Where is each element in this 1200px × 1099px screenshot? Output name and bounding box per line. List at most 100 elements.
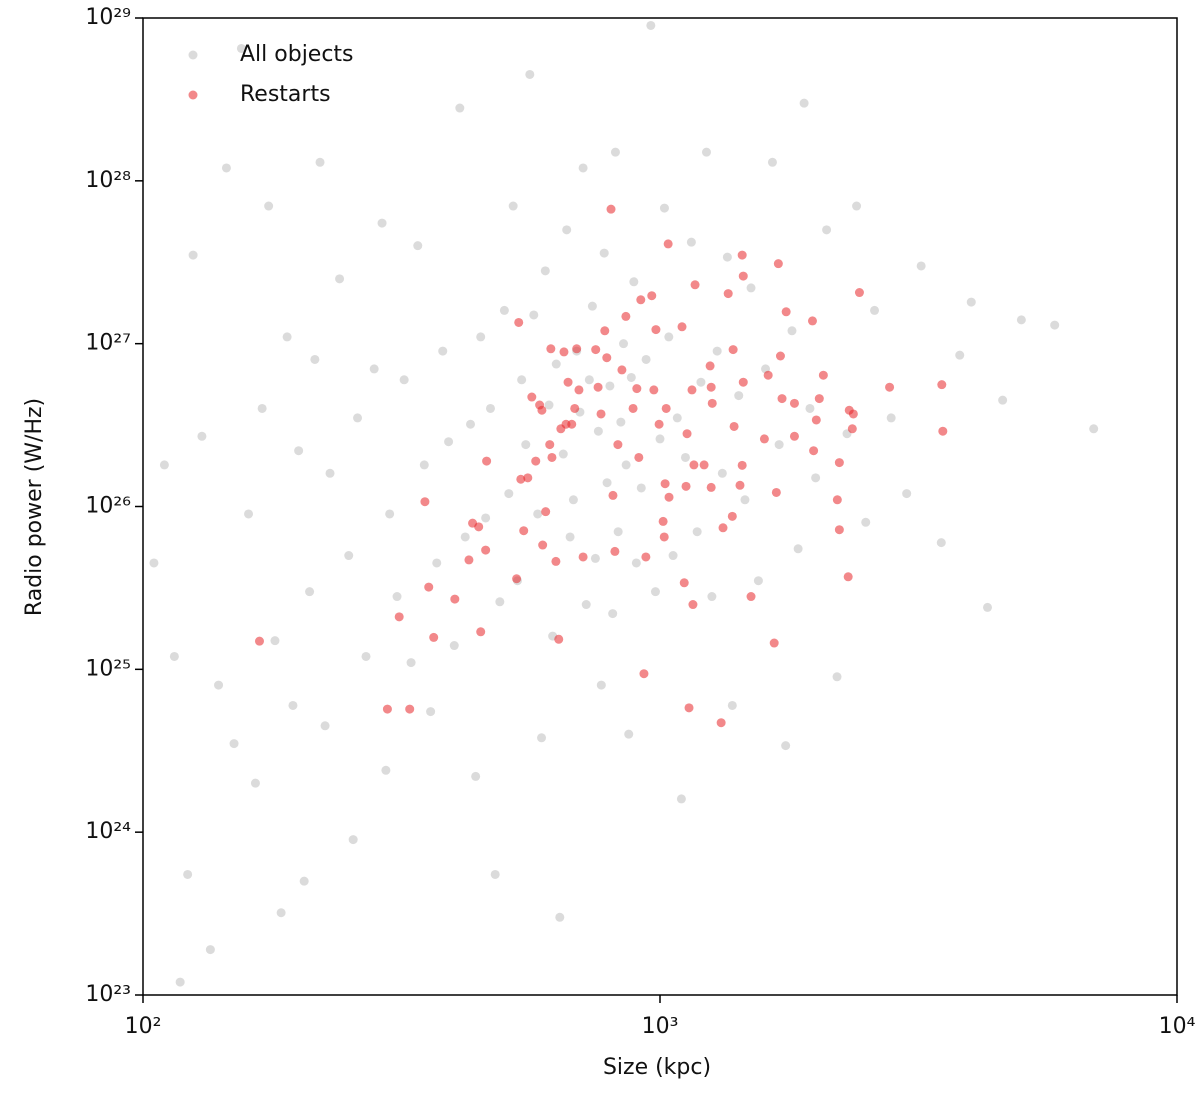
point (610, 147, 620, 157)
point (885, 382, 895, 392)
point (686, 237, 696, 247)
point (606, 204, 616, 214)
point (738, 271, 748, 281)
point (814, 394, 824, 404)
point (753, 576, 763, 586)
point (315, 157, 325, 167)
point (699, 460, 709, 470)
point (236, 43, 246, 53)
point (655, 434, 665, 444)
point (610, 546, 620, 556)
point (628, 403, 638, 413)
point (998, 395, 1008, 405)
point (822, 225, 832, 235)
point (438, 346, 448, 356)
point (320, 721, 330, 731)
point (613, 440, 623, 450)
y-tick-label: 10²⁶ (85, 494, 131, 519)
point (424, 582, 434, 592)
point (519, 526, 529, 536)
point (722, 252, 732, 262)
point (1016, 315, 1026, 325)
point (696, 377, 706, 387)
point (499, 305, 509, 315)
point (485, 403, 495, 413)
point (504, 489, 514, 499)
point (512, 574, 522, 584)
point (599, 248, 609, 258)
point (310, 354, 320, 364)
point (392, 592, 402, 602)
legend-marker (188, 50, 198, 60)
point (335, 274, 345, 284)
point (746, 283, 756, 293)
point (419, 460, 429, 470)
point (394, 612, 404, 622)
point (490, 869, 500, 879)
point (244, 509, 254, 519)
point (529, 310, 539, 320)
point (716, 718, 726, 728)
point (647, 291, 657, 301)
point (559, 347, 569, 357)
point (659, 203, 669, 213)
point (525, 69, 535, 79)
x-axis-label: Size (kpc) (603, 1055, 711, 1080)
point (455, 103, 465, 113)
point (613, 527, 623, 537)
point (353, 413, 363, 423)
point (689, 460, 699, 470)
point (466, 419, 476, 429)
point (578, 163, 588, 173)
point (584, 375, 594, 385)
point (276, 908, 286, 918)
point (852, 201, 862, 211)
point (843, 572, 853, 582)
point (789, 398, 799, 408)
point (1050, 320, 1060, 330)
point (650, 587, 660, 597)
point (706, 382, 716, 392)
point (361, 651, 371, 661)
point (658, 516, 668, 526)
point (214, 680, 224, 690)
point (654, 419, 664, 429)
point (429, 632, 439, 642)
point (551, 359, 561, 369)
point (799, 98, 809, 108)
legend-label: All objects (240, 42, 354, 67)
point (464, 555, 474, 565)
point (481, 545, 491, 555)
point (661, 403, 671, 413)
point (593, 382, 603, 392)
point (555, 912, 565, 922)
point (706, 482, 716, 492)
point (508, 201, 518, 211)
point (676, 794, 686, 804)
legend-label: Restarts (240, 82, 331, 107)
point (641, 552, 651, 562)
point (692, 527, 702, 537)
y-tick-label: 10²⁷ (85, 331, 131, 356)
point (631, 558, 641, 568)
point (590, 553, 600, 563)
point (449, 641, 459, 651)
point (377, 218, 387, 228)
plot-frame (142, 17, 1178, 996)
point (605, 381, 615, 391)
point (781, 741, 791, 751)
point (886, 413, 896, 423)
point (807, 316, 817, 326)
point (444, 437, 454, 447)
point (621, 460, 631, 470)
point (544, 400, 554, 410)
point (649, 385, 659, 395)
y-axis-label: Radio power (W/Hz) (22, 398, 47, 616)
point (568, 495, 578, 505)
point (983, 602, 993, 612)
point (565, 532, 575, 542)
point (687, 385, 697, 395)
point (149, 558, 159, 568)
point (789, 431, 799, 441)
point (832, 672, 842, 682)
